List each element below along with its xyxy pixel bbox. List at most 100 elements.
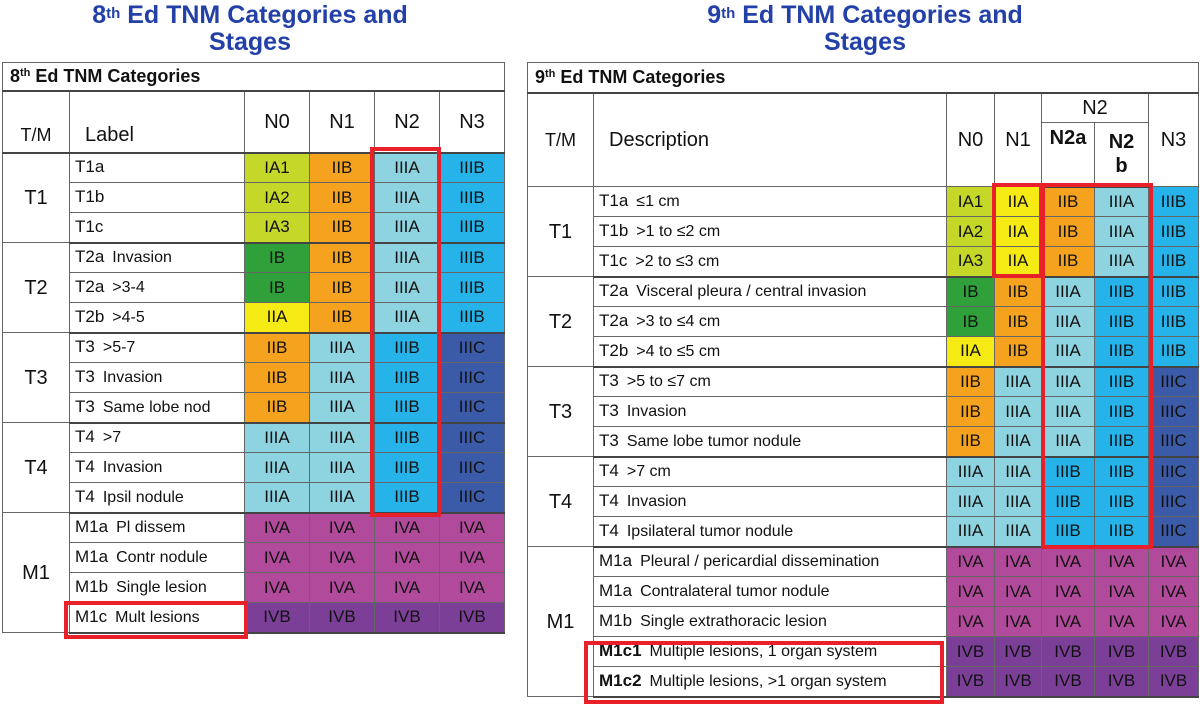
right-title-line2: Stages <box>824 28 906 56</box>
stage-cell: IB <box>946 276 995 307</box>
stage-cell: IA3 <box>244 212 310 244</box>
category-code: T1c <box>75 216 104 236</box>
stage-cell: IIIC <box>438 332 506 363</box>
stage-cell: IIIA <box>1094 216 1149 247</box>
stage-cell: IA2 <box>946 216 995 247</box>
left-header-n0: N0 <box>244 90 310 154</box>
table-row: T1 T1a ≤1 cm IA1 IIA IIB IIIA IIIB <box>527 186 1200 277</box>
stage-cell: IIIB <box>438 242 506 273</box>
right-table-title: 9th Ed TNM Categories <box>526 62 1200 94</box>
stage-cell: IIIA <box>309 392 375 424</box>
left-tnm-table: 8th Ed TNM Categories T/M Label N0 N1 N2… <box>1 62 506 634</box>
stage-cell: IA3 <box>946 246 995 278</box>
category-code: T4 <box>75 486 95 506</box>
category-code: T2b <box>599 340 629 360</box>
stage-cell: IIB <box>244 362 310 393</box>
stage-cell: IIIA <box>1041 336 1095 368</box>
stage-cell: IVB <box>309 602 375 634</box>
category-description: ≤1 cm <box>636 193 680 210</box>
stage-cell: IIIA <box>244 482 310 514</box>
category-description: >4 to ≤5 cm <box>636 342 721 360</box>
stage-cell: IVA <box>1041 606 1095 637</box>
category-code: T2a <box>599 311 629 330</box>
right-header-n2b: N2 b <box>1094 122 1149 188</box>
stage-cell: IIIB <box>438 272 506 303</box>
stage-cell: IIIB <box>438 182 506 213</box>
stage-cell: IB <box>244 242 310 273</box>
category-label: M1c1 Multiple lesions, 1 organ system <box>593 636 947 667</box>
stage-cell: IIIA <box>244 422 310 453</box>
category-code: T3 <box>75 367 95 386</box>
right-header-tm: T/M <box>527 92 594 187</box>
stage-cell: IIA <box>994 186 1042 217</box>
category-description: >1 to ≤2 cm <box>636 223 721 240</box>
category-code: T2a <box>75 247 105 267</box>
stage-cell: IVB <box>1041 636 1095 667</box>
stage-cell: IIIB <box>1094 306 1149 337</box>
category-label: T2a >3 to ≤4 cm <box>593 306 947 337</box>
left-title-line2: Stages <box>209 28 291 56</box>
stage-cell: IVB <box>946 636 995 667</box>
category-description: Pl dissem <box>116 519 186 537</box>
category-label: T3 >5 to ≤7 cm <box>593 366 947 397</box>
stage-cell: IIIB <box>374 452 440 483</box>
stage-cell: IIIB <box>1041 486 1095 517</box>
left-table-body: T1 T1a IA1 IIB IIIA IIIB T1b IA2 IIB IIIA IIIB T1c I… <box>2 152 506 634</box>
category-code: T1c <box>599 250 628 270</box>
stage-cell: IVA <box>309 572 375 603</box>
category-description: >5 to ≤7 cm <box>626 373 711 391</box>
stage-cell: IVB <box>1147 636 1200 667</box>
stage-cell: IIIA <box>1041 276 1095 307</box>
category-code: M1a <box>599 551 633 571</box>
stage-cell: IIIA <box>1094 246 1149 278</box>
stage-cell: IIIB <box>1147 336 1200 368</box>
category-label: T1c >2 to ≤3 cm <box>593 246 947 278</box>
right-title-num: 9 <box>707 1 722 29</box>
category-description: Visceral pleura / central invasion <box>636 283 867 301</box>
stage-cell: IIIC <box>438 392 506 424</box>
category-code: T3 <box>599 371 619 391</box>
category-code: T2b <box>75 306 105 326</box>
stage-cell: IIIB <box>374 482 440 514</box>
stage-cell: IVA <box>1094 576 1149 607</box>
stage-cell: IIIA <box>1041 366 1095 397</box>
category-label: M1a Contr nodule <box>69 542 245 573</box>
tm-group-label: M1 <box>527 546 594 697</box>
stage-cell: IIIB <box>438 302 506 334</box>
category-description: Single extrathoracic lesion <box>640 613 827 630</box>
category-code: T3 <box>75 396 95 416</box>
category-code: T4 <box>75 457 95 476</box>
stage-cell: IIB <box>244 392 310 424</box>
table-row: T4 T4 >7 cm IIIA IIIA IIIB IIIB IIIC <box>527 456 1200 547</box>
right-header-description: Description <box>593 92 947 187</box>
stage-cell: IVA <box>1094 606 1149 637</box>
stage-cell: IIIA <box>374 212 440 244</box>
stage-cell: IVB <box>1094 636 1149 667</box>
stage-cell: IVA <box>244 572 310 603</box>
left-header-n1: N1 <box>309 90 375 154</box>
stage-cell: IVB <box>1147 666 1200 698</box>
stage-cell: IIIA <box>374 242 440 273</box>
table-row: M1b Single lesion IVA IVA IVA IVA <box>3 572 506 603</box>
table-row: T1b IA2 IIB IIIA IIIB <box>3 182 506 213</box>
stage-cell: IVA <box>374 512 440 543</box>
stage-cell: IIIC <box>438 362 506 393</box>
stage-cell: IVB <box>946 666 995 698</box>
stage-cell: IIIC <box>1147 486 1200 517</box>
category-label: M1c2 Multiple lesions, >1 organ system <box>593 666 947 698</box>
right-header-n3: N3 <box>1147 92 1200 187</box>
stage-cell: IIB <box>309 302 375 334</box>
category-code: T2a <box>75 277 105 296</box>
category-label: T3 Invasion <box>69 362 245 393</box>
stage-cell: IVB <box>1094 666 1149 698</box>
table-row: M1b Single extrathoracic lesion IVA IVA IVA I… <box>528 606 1200 637</box>
category-code: M1c <box>75 606 108 626</box>
category-label: T4 Invasion <box>69 452 245 483</box>
stage-cell: IB <box>244 272 310 303</box>
category-description: Ipsilateral tumor nodule <box>626 522 794 540</box>
stage-cell: IIIB <box>374 422 440 453</box>
category-code: M1a <box>75 547 109 566</box>
stage-cell: IIIB <box>1147 246 1200 278</box>
table-row: T1c IA3 IIB IIIA IIIB <box>3 212 506 244</box>
category-description: Contr nodule <box>116 549 208 566</box>
